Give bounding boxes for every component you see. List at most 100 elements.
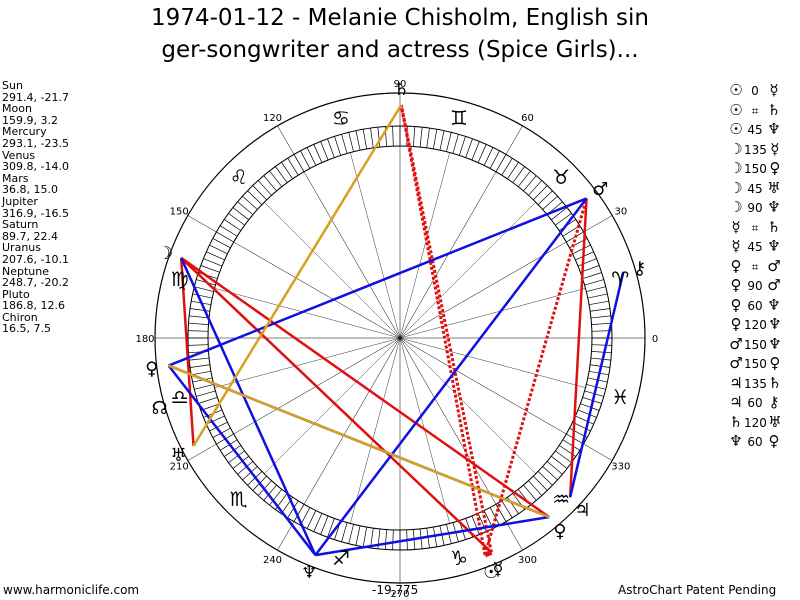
footer-website: www.harmoniclife.com xyxy=(3,583,140,597)
zodiac-sign-icon: ♑ xyxy=(450,546,468,570)
degree-tick xyxy=(413,126,416,147)
planet-glyph-icon: ♀ xyxy=(145,359,158,380)
aspect-row: ☉ 45 ♆ xyxy=(728,119,782,139)
planet-value: 36.8, 15.0 xyxy=(2,183,58,197)
aspect-line xyxy=(180,256,550,519)
aspect-planet-1: ☽ xyxy=(729,159,743,177)
degree-tick xyxy=(483,147,494,166)
planet-name: Neptune xyxy=(2,264,50,278)
aspect-angle: ⌗ xyxy=(751,103,759,118)
degree-tick xyxy=(419,127,423,148)
degree-tick xyxy=(320,515,329,535)
degree-tick xyxy=(232,207,249,221)
degree-tick xyxy=(232,455,249,469)
degree-tick xyxy=(512,166,525,183)
degree-tick xyxy=(489,507,500,526)
degree-tick xyxy=(591,351,612,354)
degree-label: 60 xyxy=(521,113,534,124)
planet-value: 293.1, -23.5 xyxy=(2,136,69,150)
aspect-angle: ⌗ xyxy=(751,220,759,235)
planet-name: Moon xyxy=(2,102,32,116)
planet-glyph-icon: ♄ xyxy=(393,79,409,100)
degree-label: 90 xyxy=(394,79,407,90)
aspect-line xyxy=(168,197,588,367)
aspect-planet-1: ☉ xyxy=(729,81,743,99)
planet-value: 248.7, -20.2 xyxy=(2,276,69,290)
degree-tick xyxy=(501,500,513,518)
aspect-planet-2: ♄ xyxy=(767,217,781,236)
aspect-planet-1: ☿ xyxy=(731,217,741,236)
footer-patent-note: AstroChart Patent Pending xyxy=(618,583,777,597)
aspect-row: ♂150♆ xyxy=(728,334,783,354)
planet-name: Pluto xyxy=(2,287,30,301)
aspect-planet-2: ♀ xyxy=(768,432,780,450)
degree-tick xyxy=(426,528,430,548)
degree-tick xyxy=(192,293,213,299)
degree-tick xyxy=(228,450,245,463)
degree-tick xyxy=(542,195,558,210)
degree-tick xyxy=(242,466,258,481)
aspect-planet-1: ♂ xyxy=(729,354,743,372)
aspect-row: ♀ 90 ♂ xyxy=(728,275,782,295)
degree-tick xyxy=(306,147,317,166)
aspect-row: ☿ ⌗ ♄ xyxy=(728,217,782,237)
degree-tick xyxy=(471,141,480,161)
chart-title-line-1: 1974-01-12 - Melanie Chisholm, English s… xyxy=(151,5,649,31)
aspect-line xyxy=(568,271,625,498)
degree-tick xyxy=(432,527,438,547)
aspect-row: ♃135♄ xyxy=(728,373,783,393)
degree-tick xyxy=(370,128,374,148)
degree-tick xyxy=(348,524,354,544)
degree-tick xyxy=(587,293,608,299)
degree-tick xyxy=(341,134,348,154)
degree-tick xyxy=(206,251,225,261)
planet-name: Saturn xyxy=(2,218,39,232)
aspect-planet-1: ♂ xyxy=(729,334,743,353)
degree-tick xyxy=(313,513,323,532)
degree-tick xyxy=(458,136,466,156)
degree-tick xyxy=(575,415,594,425)
aspect-row: ♆ 60 ♀ xyxy=(728,431,782,451)
planet-glyph-icon: ♃ xyxy=(574,500,590,521)
aspect-line xyxy=(483,198,589,556)
degree-tick xyxy=(555,213,572,226)
degree-tick xyxy=(580,403,600,411)
zodiac-sign-icon: ♊ xyxy=(450,106,468,130)
aspect-planet-2: ♆ xyxy=(768,334,782,353)
degree-tick xyxy=(313,144,323,163)
planet-value: 186.8, 12.6 xyxy=(2,299,65,313)
aspect-planet-2: ♂ xyxy=(767,276,781,294)
degree-tick xyxy=(528,480,543,496)
aspect-angle: 60 xyxy=(747,396,763,410)
degree-tick xyxy=(591,344,612,346)
degree-tick xyxy=(551,207,568,221)
aspect-planet-1: ♀ xyxy=(730,315,742,333)
degree-tick xyxy=(194,286,214,292)
aspect-angle: 45 xyxy=(747,240,763,254)
degree-tick xyxy=(377,127,381,148)
planet-value: 89.7, 22.4 xyxy=(2,229,58,243)
degree-tick xyxy=(206,415,225,425)
degree-tick xyxy=(446,132,452,152)
degree-tick xyxy=(327,138,335,158)
degree-tick xyxy=(191,370,211,376)
planet-value: 309.8, -14.0 xyxy=(2,160,69,174)
degree-tick xyxy=(348,132,354,152)
aspect-row: ☽150 ♀ xyxy=(728,158,783,178)
aspect-angle: 0 xyxy=(751,84,759,98)
degree-tick xyxy=(477,144,487,163)
aspect-angle: 45 xyxy=(747,123,763,137)
degree-tick xyxy=(507,162,519,180)
aspect-line xyxy=(168,364,550,519)
aspect-planet-1: ♀ xyxy=(730,256,742,275)
aspect-row: ♃ 60 ⚷ xyxy=(728,392,782,412)
degree-tick xyxy=(281,162,293,180)
degree-tick xyxy=(546,461,563,475)
planet-glyph-icon: ☊ xyxy=(152,398,168,419)
aspect-angle: 60 xyxy=(747,435,763,449)
aspect-planet-1: ☽ xyxy=(729,198,743,216)
degree-tick xyxy=(263,175,277,192)
aspect-planet-1: ♀ xyxy=(730,295,742,314)
planet-glyph-icon: ☉ xyxy=(483,562,499,583)
